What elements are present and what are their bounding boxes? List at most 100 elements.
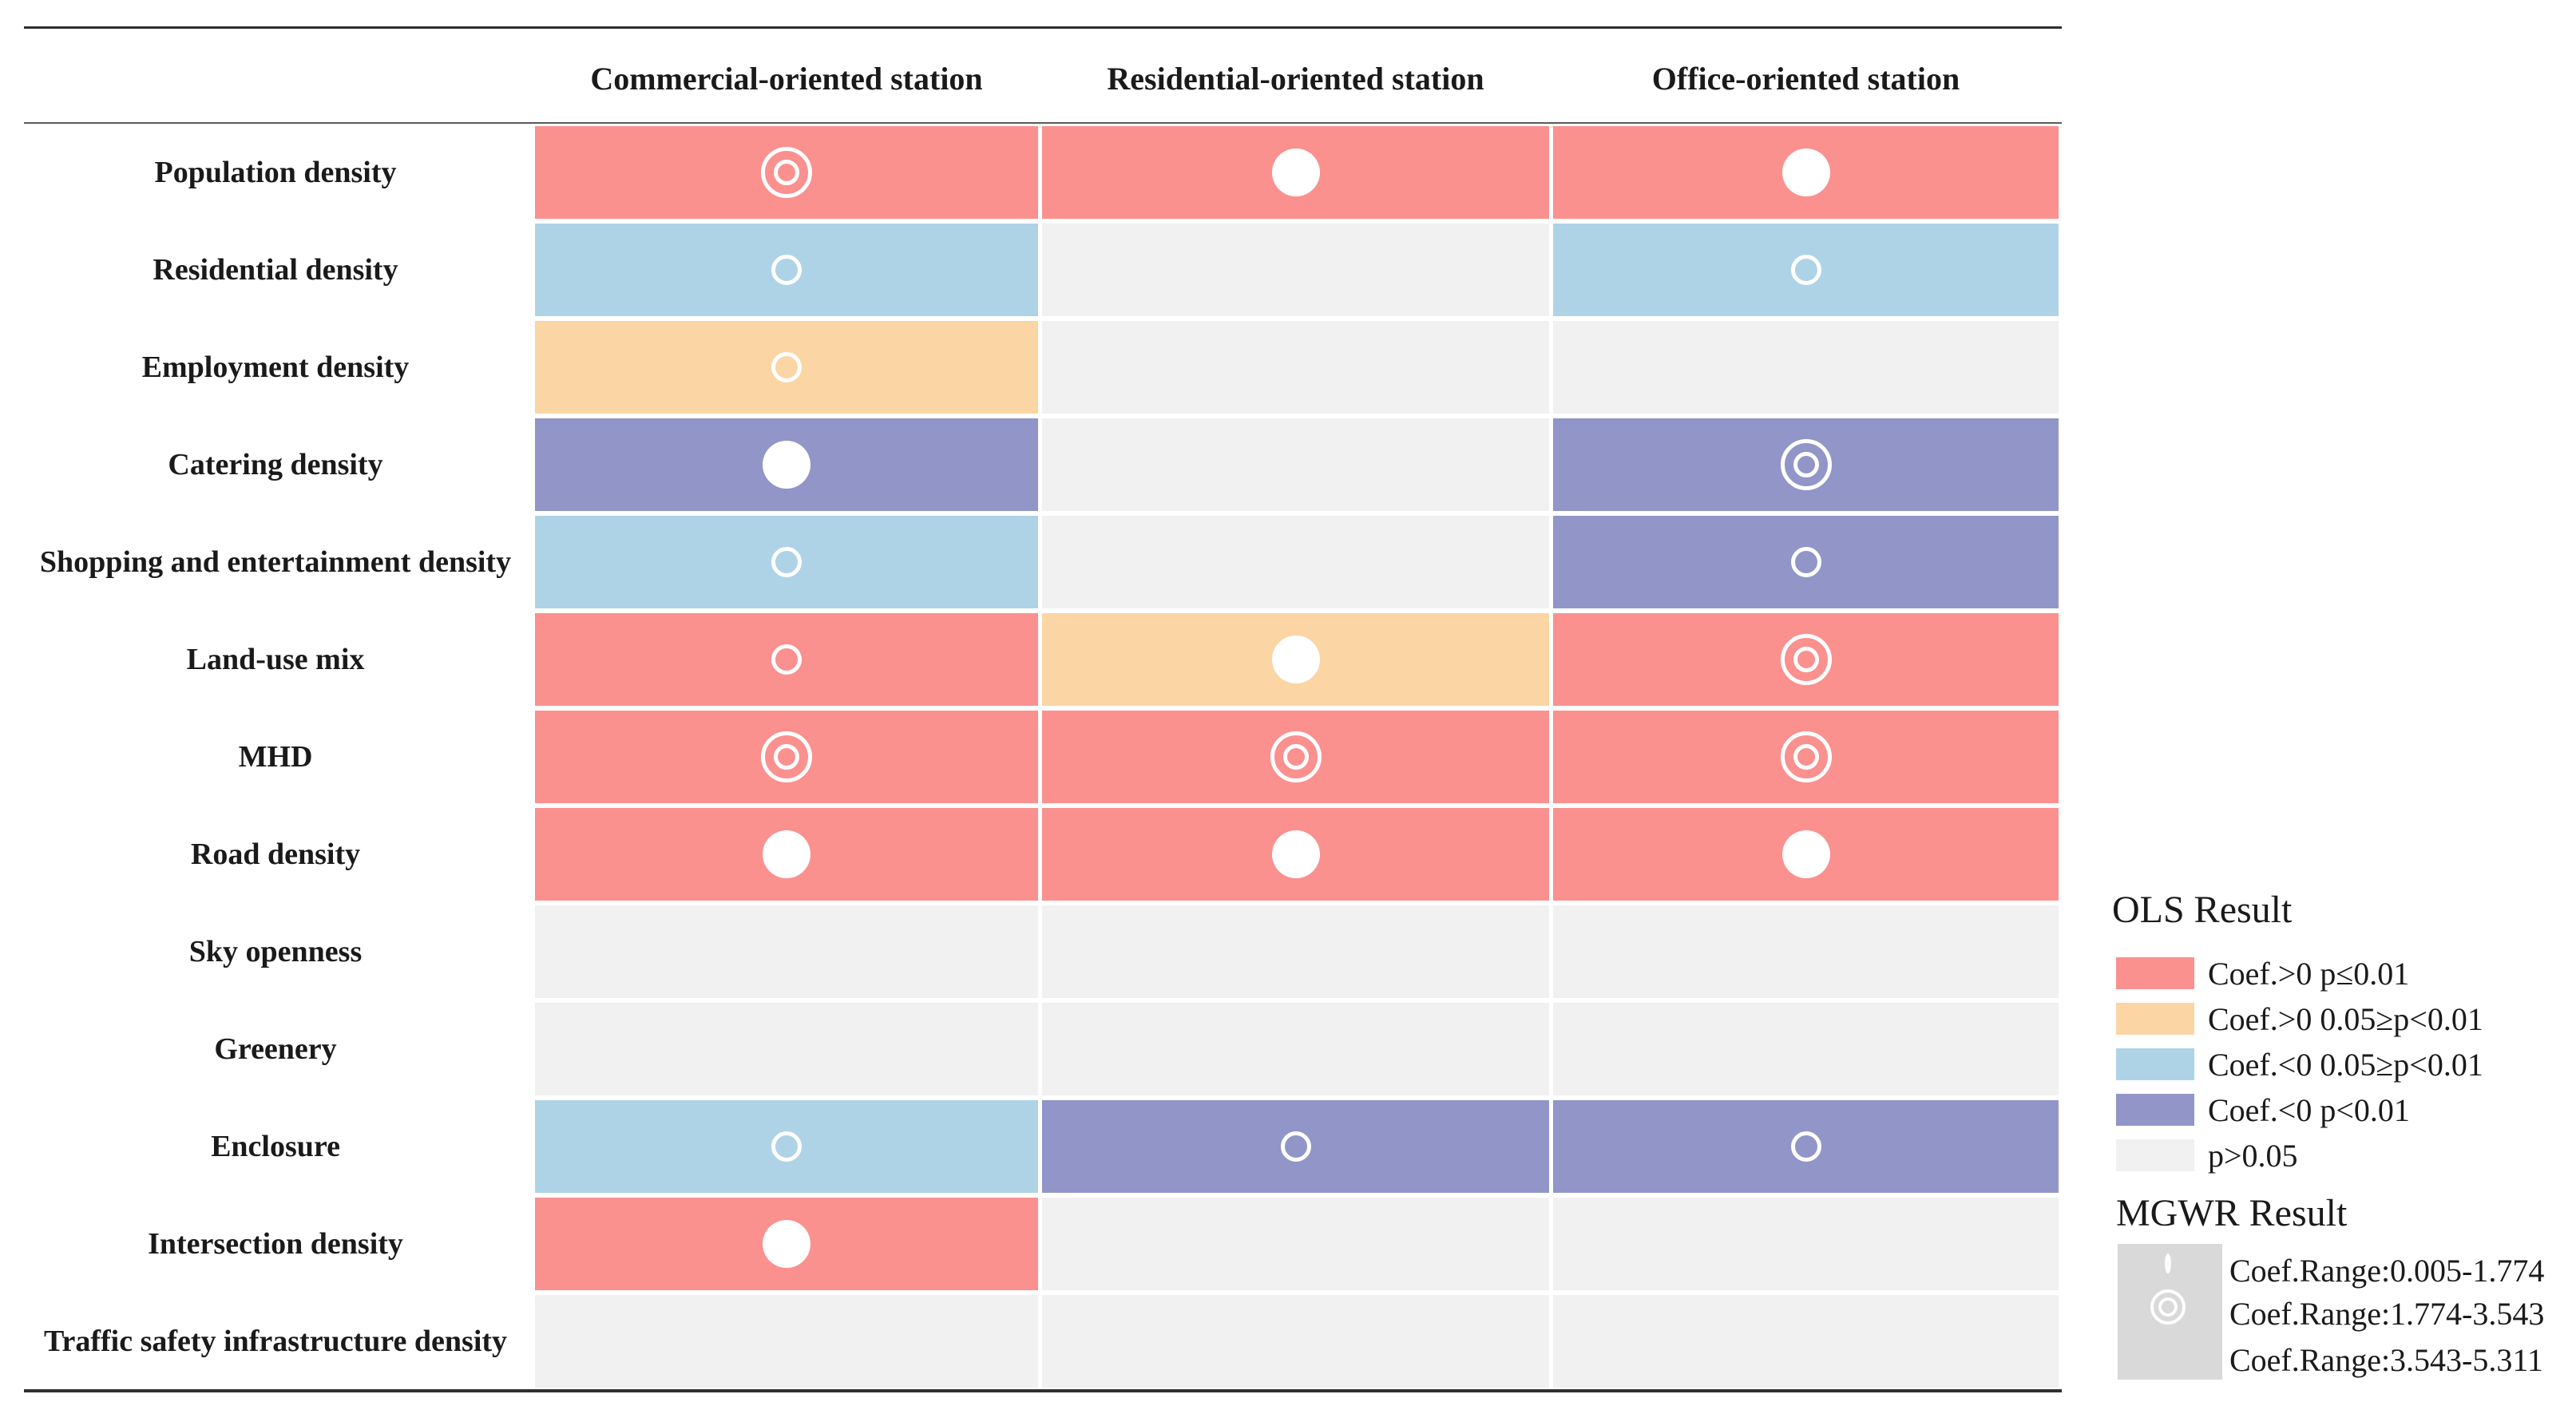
mgwr-filled-circle-icon [1781, 149, 1830, 196]
matrix-cell [1553, 711, 2059, 803]
mgwr-filled-circle-icon [763, 1220, 810, 1268]
mgwr-legend-label: Coef.Range:3.543-5.311 [2229, 1341, 2543, 1378]
matrix-cell [1042, 711, 1549, 803]
ols-legend-swatch [2116, 1094, 2194, 1126]
row-label: Greenery [214, 1032, 337, 1066]
mgwr-filled-circle-icon [1781, 830, 1830, 878]
mgwr-filled-circle-icon [1271, 636, 1320, 683]
matrix-cell [1042, 224, 1549, 316]
ols-legend-label: Coef.>0 0.05≥p<0.01 [2208, 1000, 2483, 1037]
mgwr-legend-marker [2150, 1289, 2186, 1325]
matrix-cell [1042, 418, 1549, 511]
mgwr-double-ring-icon [1270, 731, 1322, 782]
row-label: Road density [190, 838, 361, 871]
mgwr-legend-title: MGWR Result [2116, 1192, 2348, 1234]
matrix-cell [535, 711, 1038, 803]
mgwr-legend-box [2118, 1244, 2222, 1380]
row-label: Shopping and entertainment density [39, 545, 512, 579]
matrix-cell [1042, 1198, 1549, 1290]
row-label: Sky openness [188, 935, 363, 968]
mgwr-small-ring-icon [771, 255, 802, 285]
matrix-cell [535, 126, 1038, 219]
matrix-cell [535, 1003, 1038, 1095]
matrix-cell [1042, 1295, 1549, 1388]
mgwr-double-ring-icon [761, 731, 812, 782]
matrix-cell [1042, 613, 1549, 706]
mgwr-double-ring-icon [1780, 634, 1832, 685]
header-underline-rule [24, 122, 2062, 124]
matrix-cell [1042, 516, 1549, 608]
column-header: Office-oriented station [1651, 60, 1960, 97]
matrix-cell [1553, 1003, 2059, 1095]
matrix-cell [535, 516, 1038, 608]
mgwr-double-ring-inner [1793, 647, 1819, 672]
bottom-rule [24, 1389, 2062, 1392]
mgwr-small-ring-icon [2165, 1253, 2171, 1273]
mgwr-double-ring-icon [2150, 1289, 2186, 1325]
ols-legend-label: Coef.<0 0.05≥p<0.01 [2208, 1046, 2483, 1083]
top-rule [24, 26, 2062, 29]
mgwr-small-ring-icon [1790, 1131, 1821, 1162]
row-label: Land-use mix [186, 643, 365, 676]
mgwr-small-ring-icon [771, 1131, 802, 1162]
matrix-cell [1553, 516, 2059, 608]
mgwr-filled-circle-icon [1271, 149, 1320, 196]
matrix-cell [1553, 224, 2059, 316]
matrix-cell [535, 224, 1038, 316]
mgwr-double-ring-inner [2158, 1297, 2178, 1317]
mgwr-double-ring-inner [1282, 744, 1309, 770]
row-label: Traffic safety infrastructure density [43, 1325, 508, 1358]
matrix-cell [535, 808, 1038, 901]
matrix-cell [1553, 1295, 2059, 1388]
mgwr-legend-marker [2165, 1253, 2171, 1273]
mgwr-small-ring-icon [1790, 547, 1821, 577]
matrix-cell [1042, 905, 1549, 998]
mgwr-small-ring-icon [771, 644, 802, 675]
mgwr-filled-circle-icon [763, 830, 810, 878]
matrix-cell [1553, 418, 2059, 511]
column-header: Commercial-oriented station [590, 60, 983, 97]
ols-legend-label: Coef.>0 p≤0.01 [2208, 955, 2410, 992]
mgwr-filled-circle-icon [1271, 830, 1320, 878]
ols-legend-swatch [2116, 1139, 2194, 1171]
column-header: Residential-oriented station [1107, 60, 1484, 97]
matrix-cell [1553, 613, 2059, 706]
matrix-cell [535, 1100, 1038, 1193]
row-label: Enclosure [211, 1130, 340, 1163]
matrix-cell [535, 613, 1038, 706]
row-label: Residential density [153, 253, 398, 287]
ols-legend-label: p>0.05 [2208, 1137, 2298, 1174]
ols-legend-title: OLS Result [2112, 889, 2293, 931]
matrix-cell [1553, 126, 2059, 219]
mgwr-small-ring-icon [1790, 255, 1821, 285]
mgwr-small-ring-icon [771, 352, 802, 382]
matrix-cell [535, 1295, 1038, 1388]
ols-legend-swatch [2116, 1003, 2194, 1035]
ols-legend-swatch [2116, 957, 2194, 989]
matrix-cell [1042, 321, 1549, 414]
mgwr-legend-label: Coef.Range:1.774-3.543 [2229, 1295, 2545, 1332]
mgwr-small-ring-icon [1280, 1131, 1311, 1162]
mgwr-double-ring-icon [1780, 731, 1832, 782]
mgwr-double-ring-inner [1793, 452, 1819, 477]
ols-legend-swatch [2116, 1048, 2194, 1080]
row-label: Population density [154, 156, 397, 189]
row-label: MHD [238, 740, 313, 774]
mgwr-legend-label: Coef.Range:0.005-1.774 [2229, 1252, 2545, 1289]
mgwr-double-ring-inner [774, 160, 799, 185]
row-label: Catering density [168, 448, 383, 481]
matrix-cell [1042, 1100, 1549, 1193]
mgwr-double-ring-icon [1780, 439, 1832, 490]
matrix-cell [1553, 321, 2059, 414]
matrix-cell [1553, 808, 2059, 901]
matrix-cell [1553, 1100, 2059, 1193]
mgwr-filled-circle-icon [763, 441, 810, 489]
mgwr-double-ring-inner [774, 744, 799, 770]
matrix-cell [535, 418, 1038, 511]
matrix-cell [535, 1198, 1038, 1290]
matrix-cell [1553, 1198, 2059, 1290]
mgwr-double-ring-inner [1793, 744, 1819, 770]
matrix-cell [1042, 1003, 1549, 1095]
matrix-cell [1553, 905, 2059, 998]
